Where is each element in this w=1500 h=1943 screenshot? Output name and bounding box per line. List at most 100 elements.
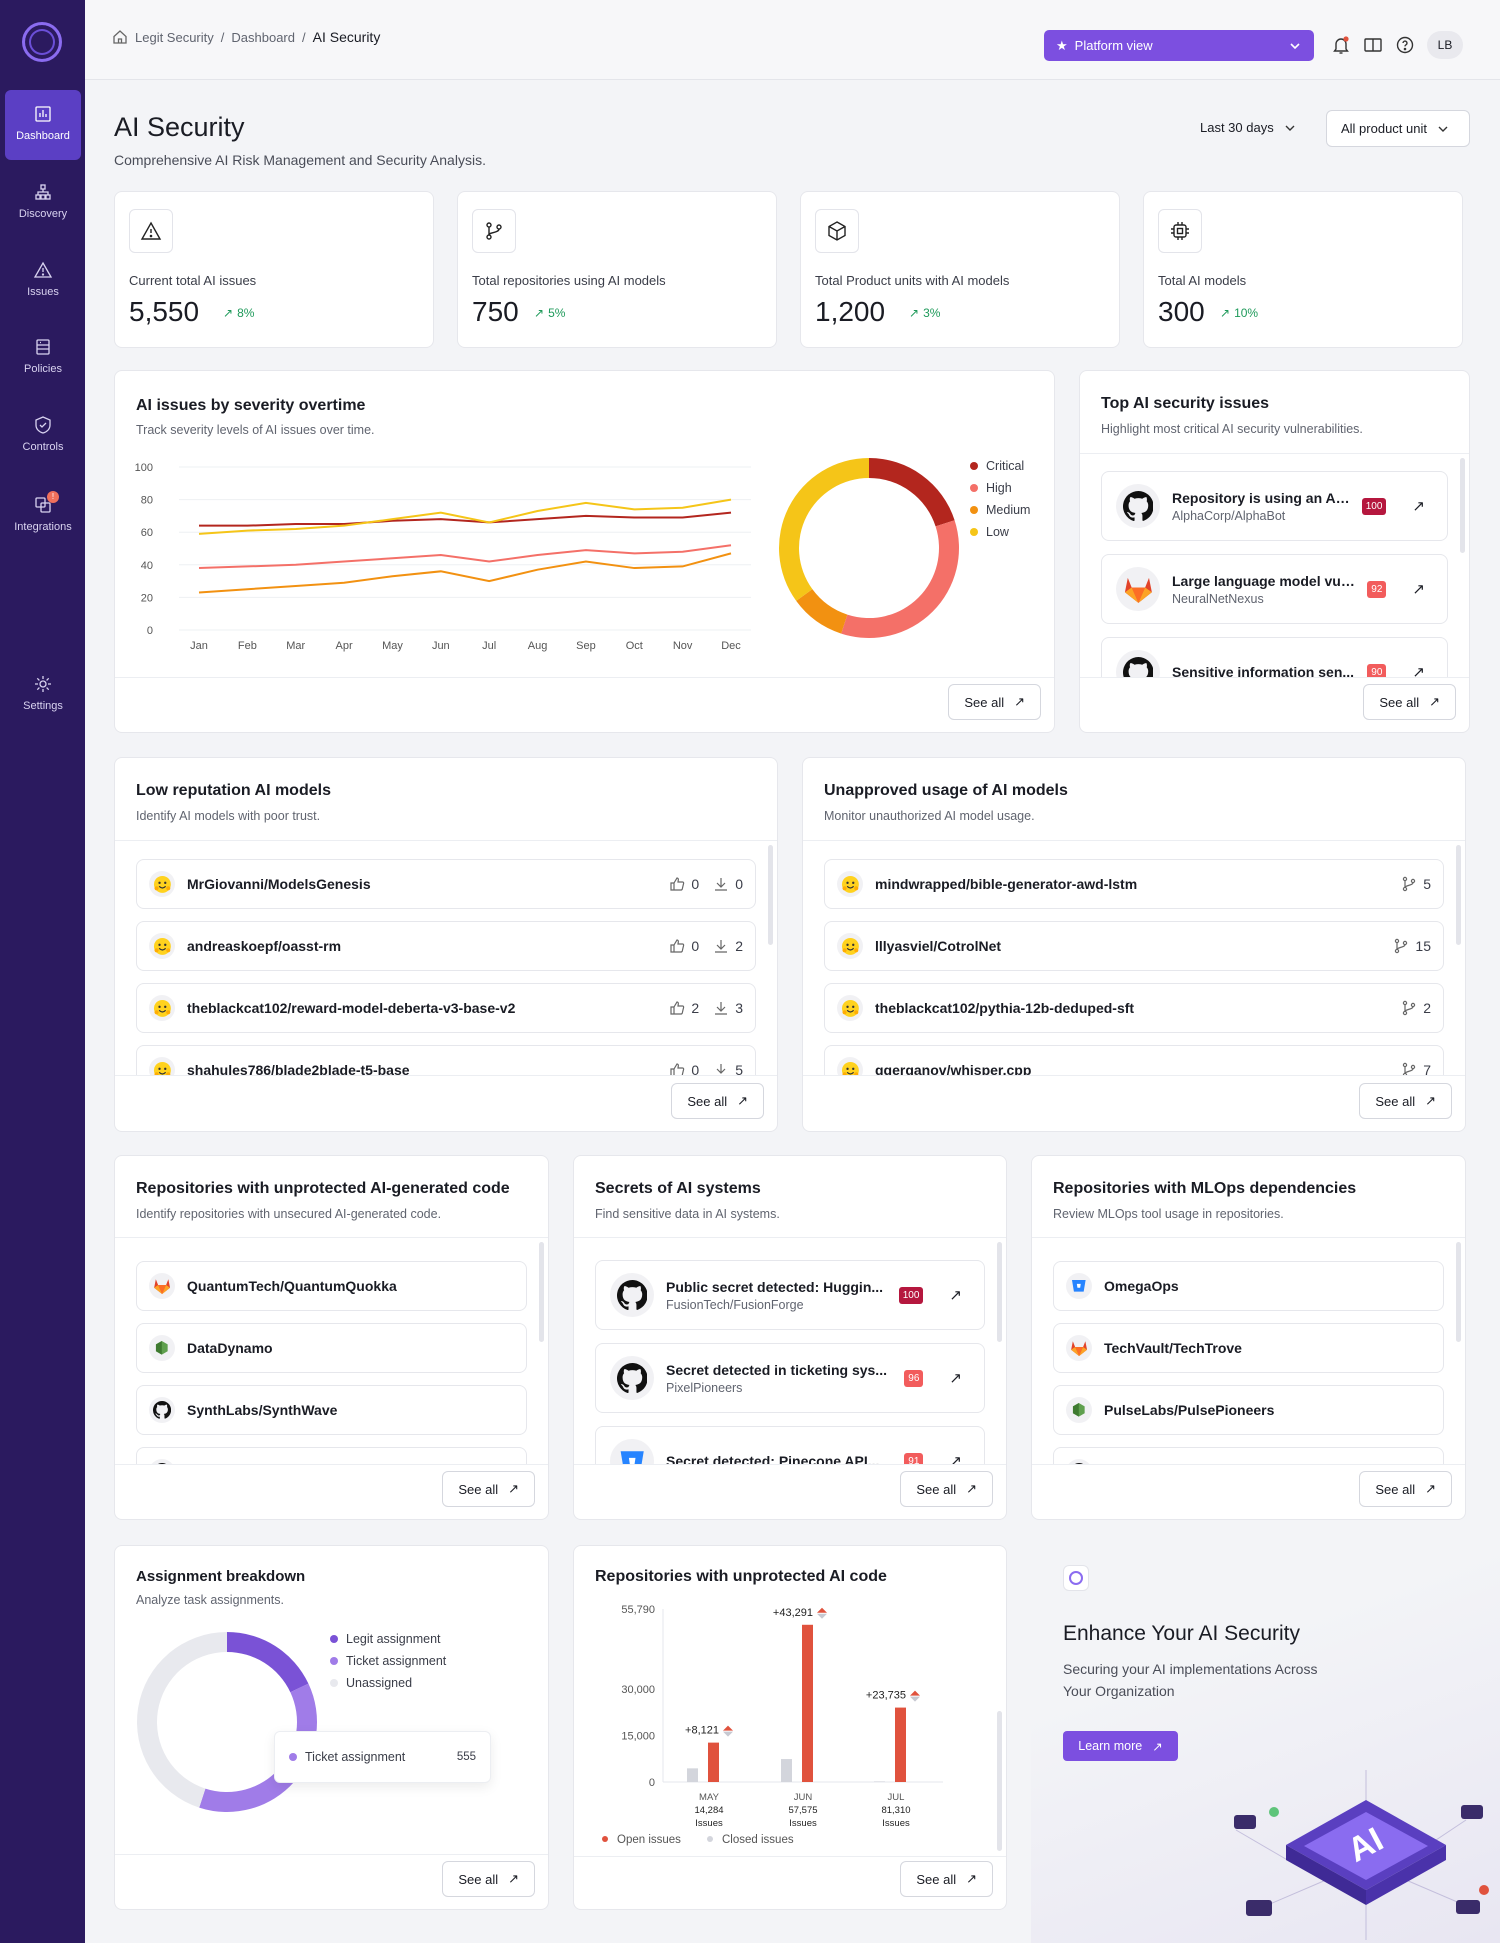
breadcrumb-item[interactable]: Dashboard <box>231 29 295 45</box>
scrollbar[interactable] <box>997 1711 1002 1851</box>
list-item[interactable]: SynthLabs/SynthWave <box>136 1385 527 1435</box>
trend-up-icon: ↗ <box>1220 306 1231 320</box>
y-tick-label: 40 <box>141 560 153 572</box>
severity-score-badge: 96 <box>904 1369 924 1387</box>
arrow-up-right-icon[interactable]: ↗ <box>1412 664 1425 677</box>
list-item[interactable]: TechVault/TechTrove <box>1053 1323 1444 1373</box>
list-item[interactable]: theblackcat102/pythia-12b-deduped-sft 2 <box>824 983 1444 1033</box>
arrow-up-right-icon[interactable]: ↗ <box>949 1370 962 1387</box>
mlops-list[interactable]: OmegaOps TechVault/TechTrove PulseLabs/Pul… <box>1032 1238 1465 1464</box>
legend-swatch <box>970 506 978 514</box>
issue-list-item[interactable]: Secret detected in ticketing sys... Pixel… <box>595 1343 985 1413</box>
see-all-button[interactable]: See all ↗ <box>948 684 1041 720</box>
book-icon[interactable] <box>1362 34 1384 56</box>
page-title: AI Security <box>114 112 245 142</box>
sidebar-item-settings[interactable]: Settings <box>5 660 81 730</box>
kpi-trend: ↗ 8% <box>223 306 255 320</box>
list-item[interactable]: lllyasviel/CotrolNet 15 <box>824 921 1444 971</box>
sidebar-item-controls[interactable]: Controls <box>5 401 81 471</box>
breadcrumb-item[interactable]: Legit Security <box>135 29 214 45</box>
breadcrumb-current: AI Security <box>312 29 381 45</box>
list-item[interactable] <box>136 1447 527 1464</box>
arrow-up-right-icon[interactable]: ↗ <box>949 1287 962 1304</box>
sidebar-item-issues[interactable]: Issues <box>5 246 81 316</box>
list-item[interactable]: DataDynamo <box>136 1323 527 1373</box>
severity-score-badge: 92 <box>1367 580 1387 598</box>
sidebar-item-discovery[interactable]: Discovery <box>5 168 81 238</box>
arrow-up-right-icon[interactable]: ↗ <box>949 1453 962 1464</box>
assignment-legend: Legit assignment Ticket assignment Unassig… <box>330 1628 446 1694</box>
notification-badge: ! <box>47 491 59 503</box>
scrollbar[interactable] <box>1460 458 1465 553</box>
see-all-button[interactable]: See all ↗ <box>671 1083 764 1119</box>
sidebar-item-integrations[interactable]: Integrations! <box>5 481 81 551</box>
date-range-dropdown[interactable]: Last 30 days <box>1200 120 1296 135</box>
see-all-button[interactable]: See all ↗ <box>900 1471 993 1507</box>
item-name: shahules786/blade2blade-t5-base <box>187 1062 410 1075</box>
see-all-button[interactable]: See all ↗ <box>1359 1083 1452 1119</box>
platform-view-dropdown[interactable]: ★ Platform view <box>1044 30 1314 61</box>
scrollbar[interactable] <box>1456 845 1461 945</box>
unprotected-repos-list[interactable]: QuantumTech/QuantumQuokka DataDynamo Synth… <box>115 1238 548 1464</box>
bar-open-issues <box>895 1707 906 1782</box>
secrets-list[interactable]: Public secret detected: Huggin... FusionT… <box>574 1238 1006 1464</box>
shield-icon <box>5 415 81 435</box>
legend-swatch <box>970 528 978 536</box>
legend-item: Low <box>970 521 1030 543</box>
issue-list-item[interactable]: Repository is using an AI... AlphaCorp/Al… <box>1101 471 1448 541</box>
list-item[interactable]: PulseLabs/PulsePioneers <box>1053 1385 1444 1435</box>
list-item[interactable]: andreaskoepf/oasst-rm 0 2 <box>136 921 756 971</box>
x-tick-label: Sep <box>576 640 596 652</box>
bell-icon[interactable] <box>1330 34 1352 56</box>
see-all-button[interactable]: See all ↗ <box>1359 1471 1452 1507</box>
help-icon[interactable] <box>1394 34 1416 56</box>
issue-list-item[interactable]: Sensitive information sen... 90 ↗ <box>1101 637 1448 677</box>
severity-score-badge: 90 <box>1367 663 1387 677</box>
list-item[interactable]: OmegaOps <box>1053 1261 1444 1311</box>
kpi-value: 1,200 <box>815 296 886 327</box>
list-item[interactable]: shahules786/blade2blade-t5-base 0 5 <box>136 1045 756 1075</box>
issue-title: Repository is using an AI... <box>1172 489 1350 506</box>
kpi-value: 750 <box>472 296 519 327</box>
issue-list-item[interactable]: Public secret detected: Huggin... FusionT… <box>595 1260 985 1330</box>
arrow-up-right-icon[interactable]: ↗ <box>1412 581 1425 598</box>
see-all-button[interactable]: See all ↗ <box>442 1861 535 1897</box>
issue-list-item[interactable]: Secret detected: Pinecone API... 91 ↗ <box>595 1426 985 1464</box>
legend-label: High <box>986 481 1012 495</box>
sidebar-item-policies[interactable]: Policies <box>5 323 81 393</box>
donut-slice-low <box>779 458 869 601</box>
product-unit-dropdown[interactable]: All product unit <box>1326 110 1470 147</box>
scrollbar[interactable] <box>539 1242 544 1342</box>
unapproved-list[interactable]: mindwrapped/bible-generator-awd-lstm 5 lll… <box>803 841 1465 1075</box>
list-item[interactable] <box>1053 1447 1444 1464</box>
list-item[interactable]: ggerganov/whisper.cpp 7 <box>824 1045 1444 1075</box>
see-all-button[interactable]: See all ↗ <box>442 1471 535 1507</box>
logo[interactable] <box>22 22 62 62</box>
list-item[interactable]: MrGiovanni/ModelsGenesis 0 0 <box>136 859 756 909</box>
scrollbar[interactable] <box>768 845 773 945</box>
see-all-button[interactable]: See all ↗ <box>1363 684 1456 720</box>
sidebar-item-label: Settings <box>23 700 63 712</box>
legend-label: Legit assignment <box>346 1632 441 1646</box>
learn-more-button[interactable]: Learn more ↗ <box>1063 1731 1178 1761</box>
scrollbar[interactable] <box>997 1242 1002 1342</box>
list-item[interactable]: theblackcat102/reward-model-deberta-v3-b… <box>136 983 756 1033</box>
item-name: SynthLabs/SynthWave <box>187 1402 338 1418</box>
top-issues-list[interactable]: Repository is using an AI... AlphaCorp/Al… <box>1080 454 1469 677</box>
list-item[interactable]: QuantumTech/QuantumQuokka <box>136 1261 527 1311</box>
home-icon[interactable] <box>112 29 128 45</box>
item-name: OmegaOps <box>1104 1278 1179 1294</box>
scrollbar[interactable] <box>1456 1242 1461 1342</box>
hf-icon <box>149 995 175 1021</box>
low-reputation-list[interactable]: MrGiovanni/ModelsGenesis 0 0 andreaskoepf/o… <box>115 841 777 1075</box>
list-item[interactable]: mindwrapped/bible-generator-awd-lstm 5 <box>824 859 1444 909</box>
sidebar-item-dashboard[interactable]: Dashboard <box>5 90 81 160</box>
see-all-button[interactable]: See all ↗ <box>900 1861 993 1897</box>
issue-list-item[interactable]: Large language model vul... NeuralNetNexu… <box>1101 554 1448 624</box>
user-avatar[interactable]: LB <box>1427 31 1463 59</box>
severity-score-badge: 100 <box>1361 497 1387 515</box>
card-subtitle: Analyze task assignments. <box>136 1593 284 1607</box>
unapproved-usage-card: Unapproved usage of AI models Monitor un… <box>802 757 1466 1132</box>
arrow-up-right-icon: ↗ <box>508 1871 519 1886</box>
arrow-up-right-icon[interactable]: ↗ <box>1412 498 1425 515</box>
